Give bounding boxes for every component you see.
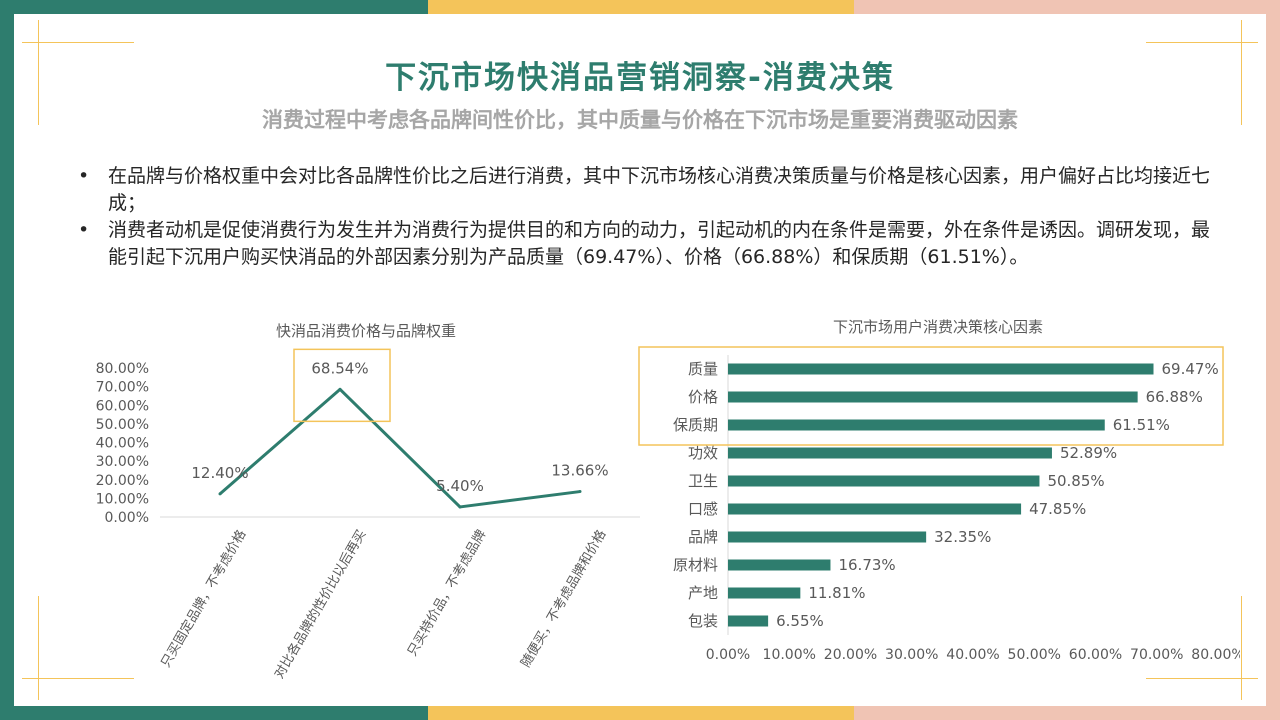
x-tick-label: 对比各品牌的性价比以后再买: [271, 527, 369, 680]
bar: [728, 391, 1138, 403]
data-point: [218, 492, 222, 496]
x-tick-label: 随便买，不考虑品牌和价格: [518, 527, 610, 670]
bullet-item: • 消费者动机是促使消费行为发生并为消费行为提供目的和方向的动力，引起动机的内在…: [78, 217, 1218, 271]
data-label: 16.73%: [838, 556, 895, 574]
data-label: 52.89%: [1060, 444, 1117, 462]
data-label: 11.81%: [808, 584, 865, 602]
category-label: 价格: [688, 388, 718, 406]
category-label: 品牌: [688, 528, 718, 546]
data-label: 6.55%: [776, 612, 824, 630]
bullet-item: • 在品牌与价格权重中会对比各品牌性价比之后进行消费，其中下沉市场核心消费决策质…: [78, 163, 1218, 217]
x-tick-label: 60.00%: [1069, 647, 1122, 663]
bar: [728, 419, 1105, 431]
x-tick-label: 只买特价品，不考虑品牌: [404, 527, 489, 659]
x-tick-label: 0.00%: [706, 647, 750, 663]
y-tick-label: 10.00%: [96, 491, 149, 507]
x-tick-label: 20.00%: [824, 647, 877, 663]
bar: [728, 587, 801, 599]
data-label: 5.40%: [436, 477, 484, 495]
x-tick-label: 80.00%: [1191, 647, 1240, 663]
bullet-mark: •: [78, 165, 90, 187]
bottom-band-yellow: [428, 706, 854, 720]
x-tick-label: 70.00%: [1130, 647, 1183, 663]
highlight-box: [293, 348, 391, 423]
data-label: 69.47%: [1162, 360, 1219, 378]
data-label: 13.66%: [551, 462, 608, 480]
data-label: 61.51%: [1113, 416, 1170, 434]
category-label: 卫生: [688, 472, 718, 490]
category-label: 保质期: [673, 416, 718, 434]
x-tick-label: 50.00%: [1008, 647, 1061, 663]
x-tick-label: 只买固定品牌，不考虑价格: [158, 527, 250, 670]
page-title: 下沉市场快消品营销洞察-消费决策: [385, 60, 895, 96]
x-tick-label: 40.00%: [946, 647, 999, 663]
y-tick-label: 40.00%: [96, 436, 149, 452]
bar: [728, 503, 1022, 515]
y-tick-label: 0.00%: [105, 510, 149, 526]
bullet-text: 消费者动机是促使消费行为发生并为消费行为提供目的和方向的动力，引起动机的内在条件…: [108, 219, 1211, 268]
bullet-list: • 在品牌与价格权重中会对比各品牌性价比之后进行消费，其中下沉市场核心消费决策质…: [78, 163, 1218, 271]
y-tick-label: 30.00%: [96, 454, 149, 470]
bullet-mark: •: [78, 219, 90, 241]
y-tick-label: 50.00%: [96, 417, 149, 433]
category-label: 质量: [688, 360, 718, 378]
x-tick-label: 10.00%: [763, 647, 816, 663]
line-chart: 快消品消费价格与品牌权重 0.00% 10.00% 20.00% 30.00% 40.0…: [96, 322, 640, 680]
data-label: 47.85%: [1029, 500, 1086, 518]
bar: [728, 475, 1040, 487]
category-label: 功效: [688, 444, 718, 462]
top-band-green: [0, 0, 428, 14]
y-tick-label: 20.00%: [96, 473, 149, 489]
y-tick-label: 70.00%: [96, 380, 149, 396]
chart-title: 快消品消费价格与品牌权重: [276, 322, 456, 340]
series-line: [219, 387, 581, 509]
data-point: [338, 387, 342, 391]
top-band-yellow: [428, 0, 854, 14]
bottom-band-green: [0, 706, 428, 720]
bar: [728, 447, 1052, 459]
chart-title: 下沉市场用户消费决策核心因素: [833, 318, 1043, 336]
bar: [728, 531, 927, 543]
bullet-text: 在品牌与价格权重中会对比各品牌性价比之后进行消费，其中下沉市场核心消费决策质量与…: [108, 165, 1211, 214]
data-label: 32.35%: [934, 528, 991, 546]
top-band-pink: [854, 0, 1280, 14]
bar: [728, 559, 831, 571]
data-label: 50.85%: [1047, 472, 1104, 490]
left-frame-stripe: [0, 0, 14, 720]
bar-chart: 下沉市场用户消费决策核心因素 质量 69.47% 价格 66.88% 保质期 61.51%…: [638, 318, 1240, 663]
page-subtitle: 消费过程中考虑各品牌间性价比，其中质量与价格在下沉市场是重要消费驱动因素: [262, 108, 1018, 132]
bar: [728, 363, 1154, 375]
y-tick-label: 80.00%: [96, 361, 149, 377]
category-label: 产地: [688, 584, 718, 602]
bar: [728, 615, 769, 627]
right-frame-stripe: [1266, 0, 1280, 720]
highlight-box: [638, 346, 1224, 446]
data-label: 66.88%: [1146, 388, 1203, 406]
data-label: 68.54%: [311, 359, 368, 377]
data-point: [578, 490, 582, 494]
data-label: 12.40%: [191, 464, 248, 482]
x-tick-label: 30.00%: [885, 647, 938, 663]
category-label: 包装: [688, 612, 718, 630]
category-label: 口感: [688, 500, 718, 518]
y-tick-label: 60.00%: [96, 398, 149, 414]
bottom-band-pink: [854, 706, 1280, 720]
category-label: 原材料: [673, 556, 718, 574]
data-point: [458, 505, 462, 509]
